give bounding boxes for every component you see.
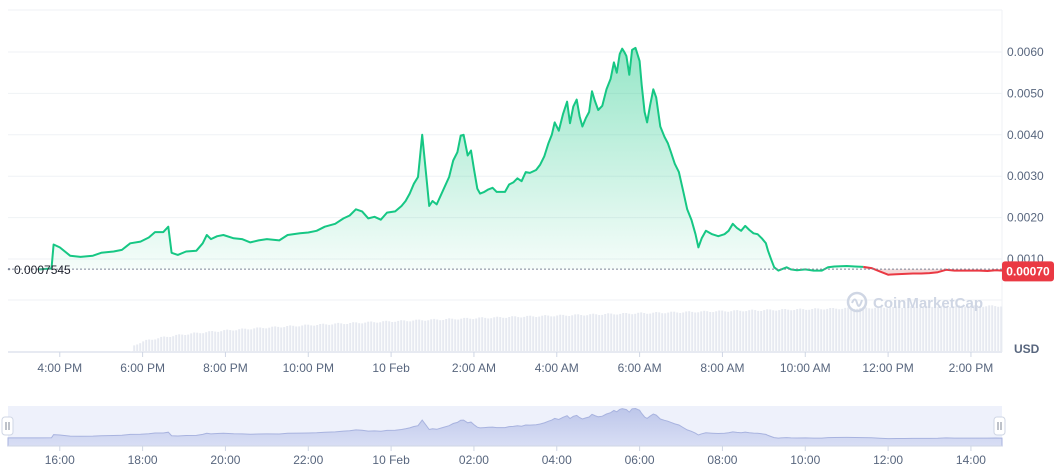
navigator-tick-label: 18:00 (128, 453, 158, 467)
x-tick-label: 2:00 PM (949, 361, 994, 375)
navigator-left-handle[interactable] (1, 416, 14, 436)
navigator-tick-label: 22:00 (293, 453, 323, 467)
x-tick-label: 4:00 AM (535, 361, 579, 375)
y-tick-label: 0.0040 (1007, 128, 1044, 142)
x-tick-label: 6:00 PM (120, 361, 165, 375)
x-tick-label: 8:00 PM (203, 361, 248, 375)
x-tick-label: 10:00 PM (283, 361, 334, 375)
x-tick-label: 4:00 PM (37, 361, 82, 375)
baseline-label: 0.0007545 (7, 263, 71, 277)
navigator-tick-label: 08:00 (707, 453, 737, 467)
current-price-value: 0.00070 (1006, 264, 1050, 278)
baseline-value: 0.0007545 (14, 263, 71, 277)
time-navigator[interactable] (1, 406, 1006, 447)
x-axis: 4:00 PM 6:00 PM 8:00 PM 10:00 PM 10 Feb 2:00 … (37, 352, 993, 375)
current-price-badge: 0.00070 (1002, 261, 1054, 282)
x-tick-label: 10:00 AM (780, 361, 831, 375)
navigator-tick-label: 04:00 (542, 453, 572, 467)
navigator-tick-label: 06:00 (625, 453, 655, 467)
price-line-up (39, 46, 864, 272)
navigator-axis: 16:00 18:00 20:00 22:00 10 Feb 02:00 04:00 06:0… (45, 446, 986, 467)
navigator-tick-label: 02:00 (459, 453, 489, 467)
price-line-down (863, 265, 1002, 276)
navigator-tick-label: 14:00 (956, 453, 986, 467)
y-tick-label: 0.0050 (1007, 86, 1044, 100)
x-tick-label: 12:00 PM (862, 361, 913, 375)
currency-label: USD (1014, 342, 1040, 356)
x-tick-label: 2:00 AM (452, 361, 496, 375)
navigator-tick-label: 20:00 (210, 453, 240, 467)
x-tick-label: 10 Feb (372, 361, 410, 375)
price-area-fill (39, 47, 1002, 275)
price-area-below-baseline (863, 266, 1002, 275)
navigator-tick-label: 12:00 (873, 453, 903, 467)
navigator-tick-label: 10:00 (790, 453, 820, 467)
x-tick-label: 8:00 AM (700, 361, 744, 375)
y-tick-label: 0.0030 (1007, 169, 1044, 183)
navigator-right-handle[interactable] (993, 416, 1006, 436)
volume-bars (130, 305, 1003, 352)
navigator-tick-label: 16:00 (45, 453, 75, 467)
y-tick-label: 0.0020 (1007, 211, 1044, 225)
y-tick-label: 0.0060 (1007, 45, 1044, 59)
x-tick-label: 6:00 AM (618, 361, 662, 375)
navigator-tick-label: 10 Feb (372, 453, 410, 467)
watermark-text: CoinMarketCap (873, 295, 983, 312)
navigator-area (7, 407, 1003, 447)
coinmarketcap-watermark: CoinMarketCap (846, 291, 983, 313)
